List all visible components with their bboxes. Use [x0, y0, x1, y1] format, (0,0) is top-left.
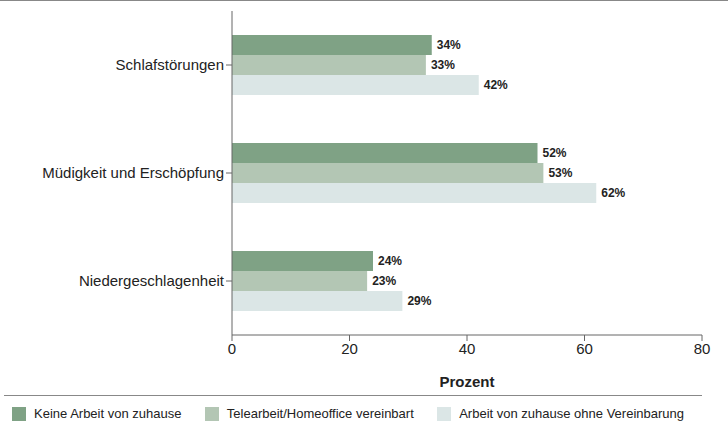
svg-text:60: 60: [576, 340, 593, 357]
svg-text:62%: 62%: [601, 186, 625, 200]
svg-text:53%: 53%: [548, 166, 572, 180]
svg-text:23%: 23%: [372, 274, 396, 288]
svg-text:40: 40: [459, 340, 476, 357]
svg-text:24%: 24%: [378, 254, 402, 268]
svg-text:20: 20: [341, 340, 358, 357]
svg-text:34%: 34%: [437, 38, 461, 52]
svg-text:52%: 52%: [543, 146, 567, 160]
svg-text:42%: 42%: [484, 78, 508, 92]
svg-text:0: 0: [228, 340, 236, 357]
html-text:Keine Arbeit von zuhause: Keine Arbeit von zuhause: [34, 406, 182, 421]
svg-text:80: 80: [694, 340, 711, 357]
svg-text:Niedergeschlagenheit: Niedergeschlagenheit: [79, 272, 225, 289]
svg-text:Müdigkeit und Erschöpfung: Müdigkeit und Erschöpfung: [42, 164, 224, 181]
html-text:Telearbeit/Homeoffice vereinba: Telearbeit/Homeoffice vereinbart: [226, 406, 414, 421]
svg-text:29%: 29%: [407, 294, 431, 308]
svg-text:Schlafstörungen: Schlafstörungen: [116, 56, 224, 73]
svg-text:Prozent: Prozent: [439, 373, 494, 390]
svg-text:33%: 33%: [431, 58, 455, 72]
html-text:Arbeit von zuhause ohne Verein: Arbeit von zuhause ohne Vereinbarung: [459, 406, 684, 421]
